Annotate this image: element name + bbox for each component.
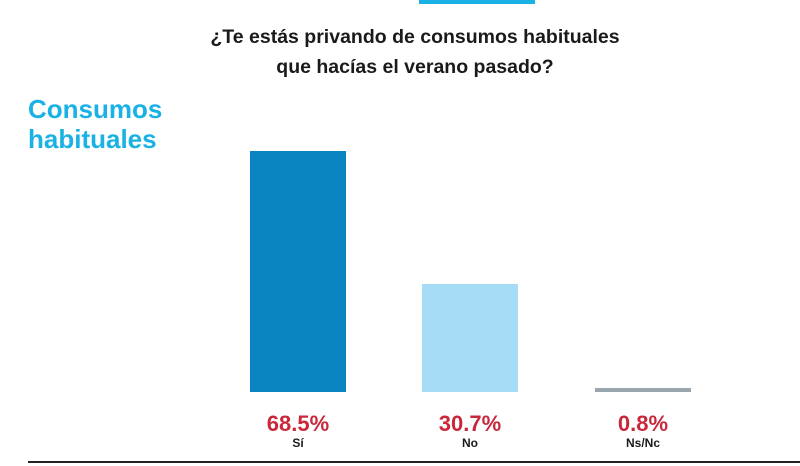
bar-1 (422, 283, 518, 392)
bottom-rule (28, 461, 800, 463)
bar-2 (595, 388, 691, 392)
section-title-line-2: habituales (28, 124, 157, 154)
value-label-2: 0.8% (618, 411, 668, 436)
question-line-1: ¿Te estás privando de consumos habituale… (210, 26, 620, 48)
question-line-2: que hacías el verano pasado? (276, 56, 554, 78)
value-label-1: 30.7% (439, 411, 501, 436)
section-title: Consumos habituales (28, 94, 162, 154)
top-accent-bar (419, 0, 535, 4)
value-label-0: 68.5% (267, 411, 329, 436)
chart-question: ¿Te estás privando de consumos habituale… (150, 22, 680, 82)
category-label-0: Sí (292, 436, 304, 450)
category-label-1: No (462, 436, 478, 450)
section-title-line-1: Consumos (28, 94, 163, 124)
bar-0 (250, 151, 346, 392)
category-label-2: Ns/Nc (626, 436, 660, 450)
